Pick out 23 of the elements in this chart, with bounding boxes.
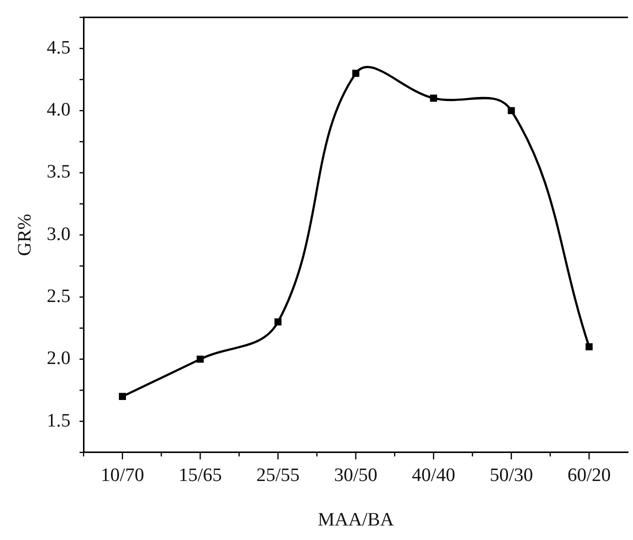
y-tick-label: 1.5 [46, 410, 71, 432]
x-tick-label: 50/30 [490, 464, 533, 486]
x-tick-label: 40/40 [412, 464, 456, 486]
point [196, 356, 204, 363]
y-tick-label: 2.5 [46, 286, 71, 308]
point [274, 318, 282, 326]
x-tick-label: 30/50 [334, 464, 378, 486]
y-tick-label: 3.0 [46, 224, 71, 245]
x-tick-label: 15/65 [178, 464, 222, 486]
x-axis-title: MAA/BA [318, 510, 394, 531]
point [118, 392, 126, 400]
y-tick-label: 4.0 [46, 100, 71, 121]
y-tick-label: 2.0 [46, 348, 71, 370]
x-tick-label: 10/70 [100, 464, 144, 486]
x-tick-label: 60/20 [567, 464, 611, 486]
x-tick-label: 25/55 [256, 464, 300, 486]
point [508, 107, 515, 114]
point [352, 70, 360, 77]
y-tick-label: 3.5 [46, 162, 71, 183]
point [586, 343, 593, 350]
point [430, 94, 438, 102]
y-tick-label: 4.5 [46, 37, 71, 58]
y-axis-title: GR% [14, 214, 36, 256]
